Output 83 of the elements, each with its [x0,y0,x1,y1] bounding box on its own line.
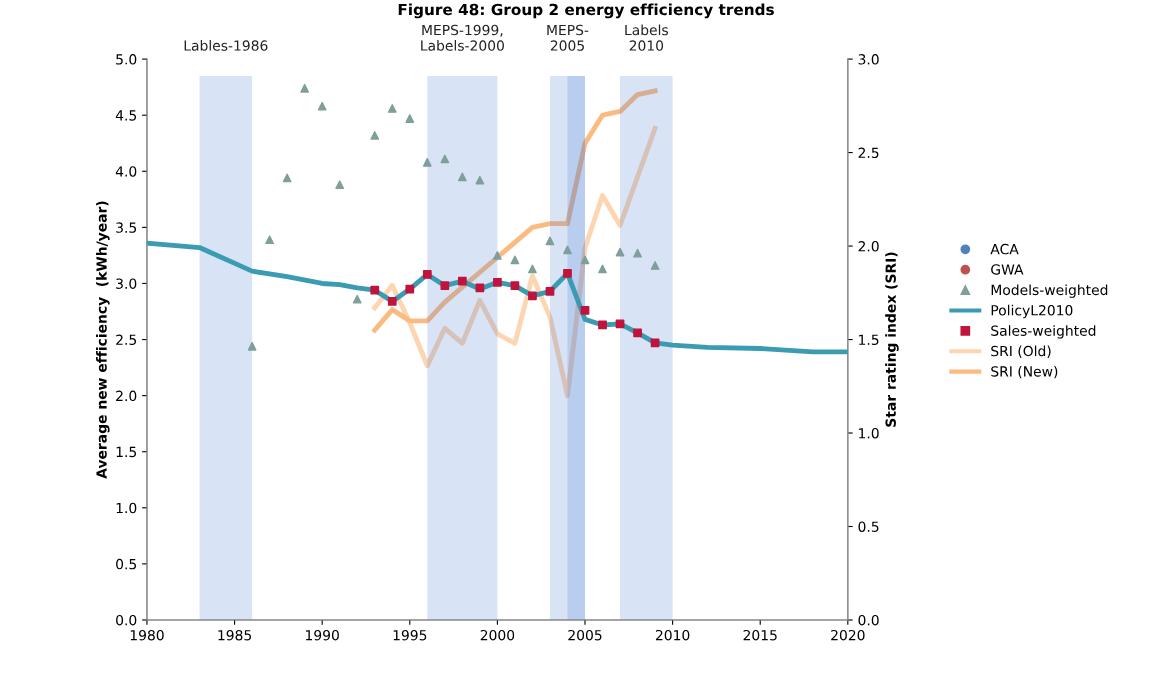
x-tick-label: 2010 [655,629,690,641]
point [387,297,397,306]
y2-tick-label: 2.0 [858,241,879,252]
point [457,276,467,286]
point [580,255,590,265]
y-tick-label: 0.0 [116,614,137,626]
chart-title: Figure 48: Group 2 energy efficiency trends [398,3,774,19]
x-tick-label: 1980 [130,629,164,641]
point [563,245,572,255]
point [615,247,625,257]
point [282,173,292,183]
y-tick-label: 3.0 [116,278,137,289]
y-tick-label: 1.5 [116,446,137,458]
point [545,286,555,296]
point [545,236,555,246]
point [493,277,502,287]
x-tick-label: 2020 [831,629,865,641]
x-tick-label: 2005 [568,629,602,641]
line-series [372,88,658,333]
y-tick-label: 0.5 [116,558,137,570]
point [352,294,362,304]
point [440,154,450,164]
point [598,320,607,330]
y2-tick-label: 1.0 [859,427,879,439]
legend-label: ACA [990,243,1019,255]
y-tick-label: 3.5 [116,222,137,233]
legend-label: GWA [991,264,1024,275]
legend-label: PolicyL2010 [991,304,1073,319]
y-tick-label: 1.0 [116,502,137,514]
line-series [146,240,848,355]
legend-label: SRI (Old) [991,345,1051,358]
y-tick-label: 2.5 [116,334,137,346]
line-series [372,125,658,399]
band-label: Labels 2010 [625,24,668,51]
point [387,104,397,113]
point [405,114,415,123]
point [475,175,485,185]
point [440,281,450,291]
point [563,268,572,278]
legend-label: SRI (New) [991,365,1058,379]
y2-tick-label: 2.5 [858,147,879,159]
point [510,255,520,265]
point [510,281,520,291]
x-tick-label: 1985 [218,629,252,641]
y2-tick-label: 0.0 [858,614,879,626]
point [335,180,345,190]
x-tick-label: 1995 [393,629,427,641]
point [370,131,380,140]
y-tick-label: 4.0 [115,166,137,177]
point [615,319,625,329]
point [265,235,274,245]
band-label: Lables-1986 [184,40,268,51]
legend-label: Models-weighted [991,284,1108,298]
x-tick-label: 2015 [743,629,777,641]
y-axis-title: Average new efficiency (kWh/year) [96,201,110,479]
point [528,291,537,301]
point [633,328,642,338]
point [405,284,415,294]
legend-label: Sales-weighted [991,325,1096,339]
x-tick-label: 1990 [306,629,339,641]
point [247,341,257,351]
point [317,101,327,111]
point [580,306,590,315]
y-tick-label: 2.0 [116,390,137,402]
y-tick-label: 4.5 [115,110,137,121]
point [650,261,660,270]
point [370,285,380,295]
point [422,270,432,279]
y2-tick-label: 0.5 [858,521,879,532]
y-tick-label: 5.0 [116,54,137,65]
point [493,251,502,260]
point [457,172,467,182]
y2-tick-label: 3.0 [858,54,879,65]
point [633,248,642,258]
point [598,264,607,274]
band-label: MEPS- 2005 [547,24,589,51]
point [300,83,310,93]
y2-tick-label: 1.5 [859,334,879,346]
x-tick-label: 2000 [480,629,515,641]
y2-axis-title: Star rating index (SRI) [885,252,899,427]
point [422,157,432,167]
band-label: MEPS-1999, Labels-2000 [421,24,504,51]
point [528,264,537,274]
